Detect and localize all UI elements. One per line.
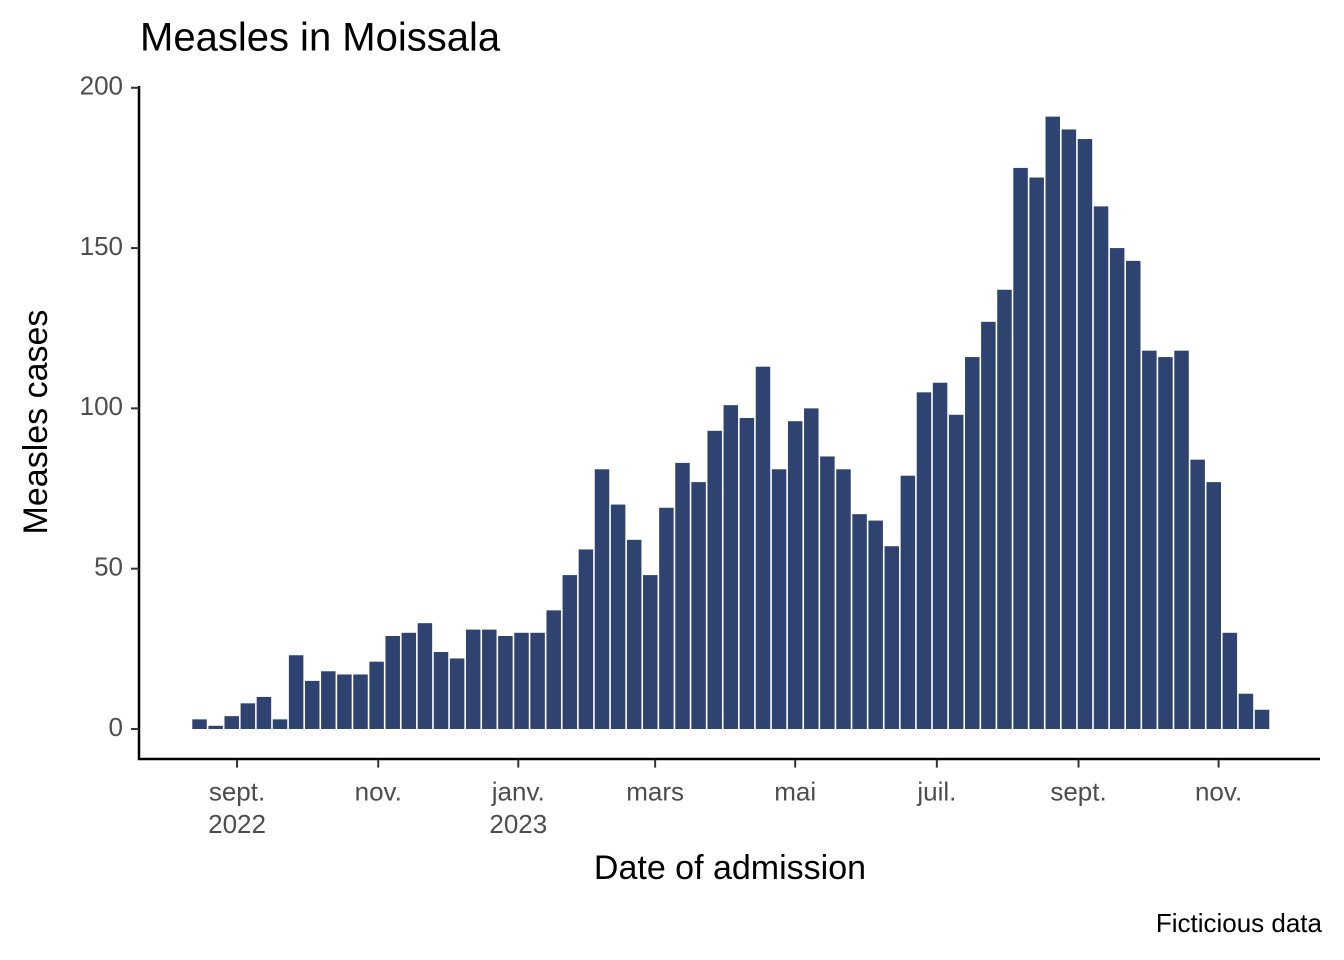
bar — [755, 366, 771, 729]
bar — [932, 382, 948, 729]
bar — [272, 719, 288, 729]
bar — [256, 696, 272, 729]
bar — [1013, 167, 1028, 729]
bar — [1158, 357, 1173, 729]
x-tick-label: juil. — [916, 776, 956, 806]
x-tick-label: nov. — [355, 776, 402, 806]
bar — [675, 462, 690, 729]
bar — [465, 629, 481, 729]
bar — [304, 680, 320, 729]
bar — [659, 507, 674, 729]
bar — [449, 658, 465, 729]
y-tick-label: 200 — [80, 71, 123, 101]
bar — [691, 482, 706, 729]
bar — [981, 321, 996, 729]
x-tick-label: nov. — [1195, 776, 1242, 806]
x-tick-label: sept. 2022 — [208, 776, 266, 839]
bar — [626, 539, 642, 729]
bar — [562, 575, 578, 729]
bar — [771, 469, 787, 729]
bar — [578, 549, 594, 729]
bar — [498, 636, 513, 729]
bar — [1222, 632, 1238, 729]
y-tick-label: 0 — [109, 712, 123, 742]
bar — [482, 629, 497, 729]
bar — [337, 674, 352, 729]
x-tick-label: janv. 2023 — [489, 776, 547, 839]
bar — [288, 655, 304, 729]
y-tick-label: 150 — [80, 231, 123, 261]
bar — [610, 504, 626, 729]
bar — [353, 674, 368, 729]
x-axis-label: Date of admission — [594, 849, 866, 887]
bar — [433, 652, 449, 729]
bar — [900, 475, 916, 729]
bar — [514, 632, 529, 729]
bar — [1174, 350, 1189, 729]
bar — [997, 289, 1012, 729]
bar — [240, 703, 256, 729]
bar — [643, 575, 658, 729]
bar — [836, 469, 851, 729]
caption: Ficticious data — [1156, 908, 1323, 938]
x-tick-label: mai — [774, 776, 816, 806]
bar — [723, 405, 739, 729]
x-tick-label: sept. — [1050, 776, 1106, 806]
bar — [1206, 482, 1221, 729]
y-tick-label: 50 — [94, 552, 123, 582]
bar — [739, 417, 755, 729]
bar — [868, 520, 883, 729]
bar — [948, 414, 964, 729]
bar — [224, 716, 239, 729]
bar — [385, 636, 400, 729]
y-axis-label: Measles cases — [17, 310, 55, 535]
bar — [884, 546, 900, 729]
bar — [820, 456, 835, 729]
bar — [1238, 693, 1254, 729]
y-tick-label: 100 — [80, 391, 123, 421]
bar — [417, 623, 433, 729]
bar — [1109, 248, 1125, 729]
bar — [787, 421, 803, 729]
chart-title: Measles in Moissala — [140, 16, 501, 60]
bar — [916, 392, 932, 729]
bar — [707, 430, 722, 729]
bar — [1254, 709, 1270, 729]
bar — [594, 469, 610, 729]
bar — [804, 408, 819, 729]
bar — [1126, 260, 1141, 729]
bar — [546, 610, 561, 729]
bar — [401, 632, 417, 729]
bar — [321, 671, 336, 729]
bar — [192, 719, 207, 729]
bar — [1045, 116, 1061, 729]
bar — [1142, 350, 1157, 729]
bar — [208, 725, 223, 729]
bar — [1061, 129, 1077, 729]
x-tick-label: mars — [626, 776, 684, 806]
bar — [1029, 177, 1044, 729]
bar — [965, 357, 980, 729]
bar — [369, 661, 384, 729]
bar — [1077, 139, 1093, 729]
bar — [1190, 459, 1205, 729]
bar — [1093, 206, 1109, 729]
bar — [530, 632, 545, 729]
bar — [852, 514, 867, 729]
